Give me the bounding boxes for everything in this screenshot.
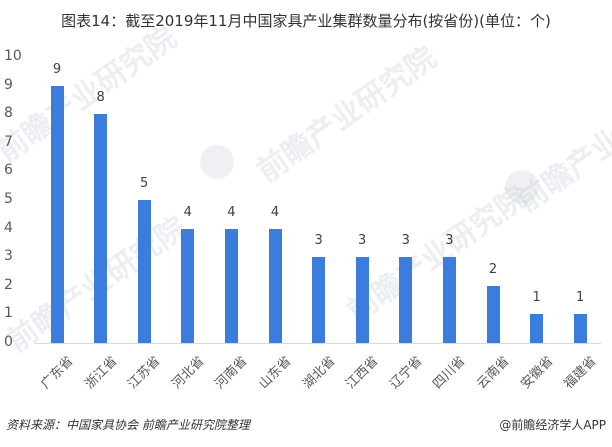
x-tick-label: 山东省: [256, 353, 295, 393]
y-tick-label: 5: [4, 191, 13, 207]
bar-value-label: 3: [445, 233, 454, 249]
credit: @前瞻经济学人APP: [499, 418, 606, 432]
x-tick-label: 广东省: [38, 353, 77, 393]
chart-title: 图表14：截至2019年11月中国家具产业集群数量分布(按省份)(单位：个): [61, 12, 551, 30]
y-tick-label: 6: [4, 162, 13, 179]
bar: [181, 228, 195, 343]
watermark: 前瞻产业研究院: [250, 40, 444, 190]
y-tick-label: 2: [4, 276, 13, 293]
x-tick-label: 云南省: [474, 353, 513, 393]
y-tick-label: 10: [4, 48, 22, 64]
watermark-logo-icon: [200, 145, 234, 179]
bar-value-label: 8: [96, 90, 105, 106]
bar-value-label: 5: [140, 176, 149, 191]
bar: [312, 257, 326, 343]
y-tick-label: 8: [4, 105, 13, 122]
bar-value-label: 4: [183, 204, 192, 220]
bar: [268, 228, 282, 343]
bar-value-label: 1: [576, 290, 585, 306]
bar: [355, 257, 369, 343]
y-tick-label: 7: [4, 133, 13, 150]
bar: [224, 228, 238, 343]
bar-value-label: 2: [488, 261, 498, 277]
bar: [399, 257, 413, 343]
y-tick-label: 0: [4, 334, 13, 350]
x-axis-line: [35, 343, 601, 344]
bar: [50, 85, 64, 343]
bar: [137, 200, 151, 343]
y-tick-label: 3: [4, 248, 13, 265]
y-tick-label: 4: [4, 219, 13, 236]
bar: [530, 314, 544, 343]
bar-value-label: 4: [227, 204, 236, 220]
bar-value-label: 3: [314, 233, 323, 249]
bar-value-label: 3: [401, 233, 410, 249]
bar-value-label: 9: [52, 61, 62, 77]
watermark-logo-icon: [505, 170, 539, 204]
bar: [94, 114, 108, 343]
source-note: 资料来源：中国家具协会 前瞻产业研究院整理: [6, 418, 250, 432]
y-tick-label: 9: [4, 76, 13, 93]
bar-value-label: 4: [270, 204, 280, 220]
bar: [573, 314, 587, 343]
y-tick-label: 1: [4, 305, 13, 322]
bar: [442, 257, 456, 343]
bar-value-label: 1: [532, 290, 541, 306]
bar-value-label: 3: [358, 233, 367, 249]
bar: [486, 285, 500, 343]
